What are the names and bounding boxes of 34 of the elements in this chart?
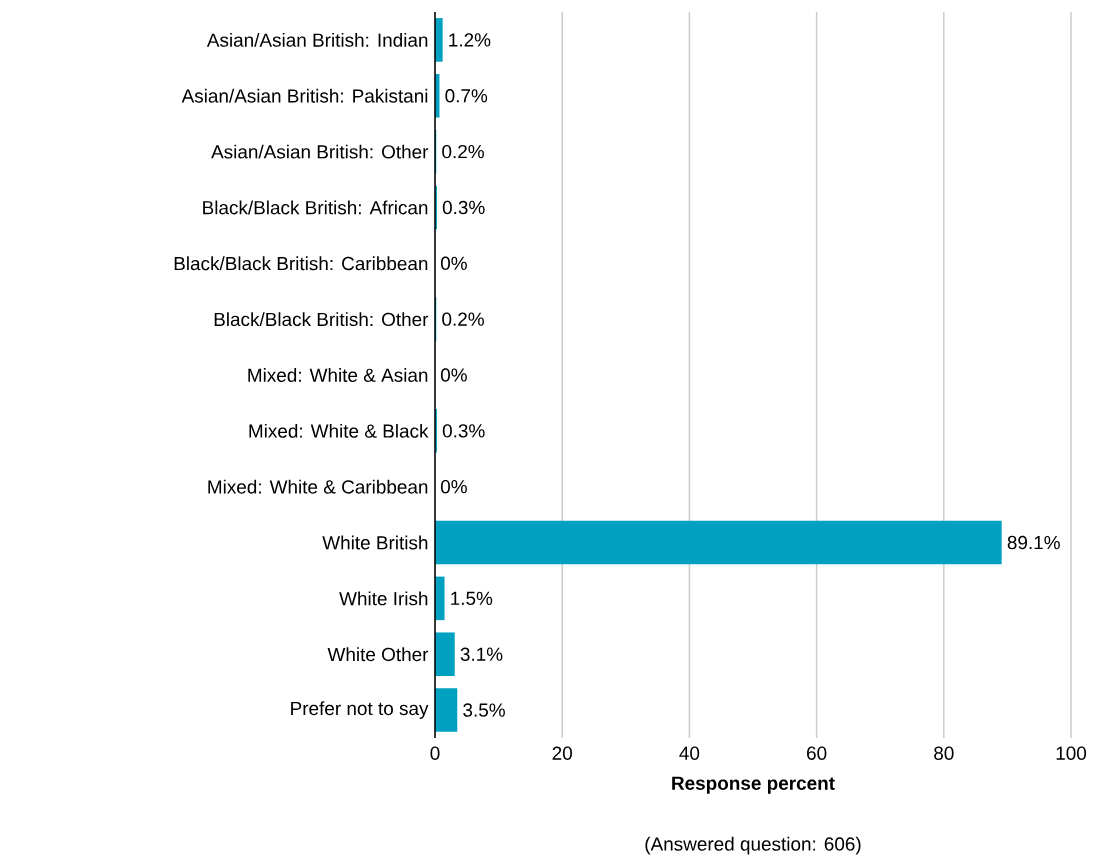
- x-tick-label: 20: [552, 746, 572, 760]
- y-tick-label: Mixed: White & Black: [249, 423, 429, 438]
- data-label: 89.1%: [1007, 535, 1060, 550]
- data-label: 0.3%: [442, 200, 485, 215]
- data-label: 1.2%: [449, 33, 491, 47]
- y-tick-label: White British: [322, 535, 428, 550]
- data-label: 3.1%: [460, 647, 503, 661]
- y-tick-label: Asian/Asian British: Pakistani: [181, 88, 428, 103]
- data-label: 1.5%: [451, 591, 493, 606]
- y-tick-label: Prefer not to say: [291, 701, 429, 719]
- text: (Answered question: 606): [645, 836, 861, 855]
- y-tick-label: Black/Black British: Caribbean: [174, 256, 428, 271]
- data-label: 0.2%: [442, 144, 484, 159]
- y-tick-label: White Irish: [339, 591, 428, 606]
- x-tick-label: 0: [430, 746, 440, 760]
- data-label: 0.2%: [442, 312, 484, 326]
- x-axis-title: Response percent: [672, 776, 835, 794]
- data-label: 0%: [440, 479, 467, 494]
- x-tick-label: 100: [1056, 746, 1087, 760]
- data-label: 0.7%: [445, 89, 488, 103]
- y-tick-label: White Other: [327, 647, 429, 662]
- y-tick-label: Mixed: White & Caribbean: [208, 479, 428, 494]
- y-tick-label: Mixed: White & Asian: [248, 368, 428, 382]
- data-label: 0.3%: [442, 424, 485, 438]
- y-tick-label: Black/Black British: African: [203, 200, 428, 215]
- y-tick-label: Asian/Asian British: Indian: [206, 32, 428, 47]
- y-tick-label: Black/Black British: Other: [214, 312, 429, 327]
- x-tick-label: 40: [679, 746, 700, 760]
- x-tick-label: 80: [934, 746, 954, 760]
- y-tick-label: Asian/Asian British: Other: [211, 144, 429, 159]
- x-tick-label: 60: [807, 746, 827, 760]
- data-label: 3.5%: [463, 703, 505, 717]
- data-label: 0%: [440, 368, 467, 382]
- data-label: 0%: [440, 256, 467, 270]
